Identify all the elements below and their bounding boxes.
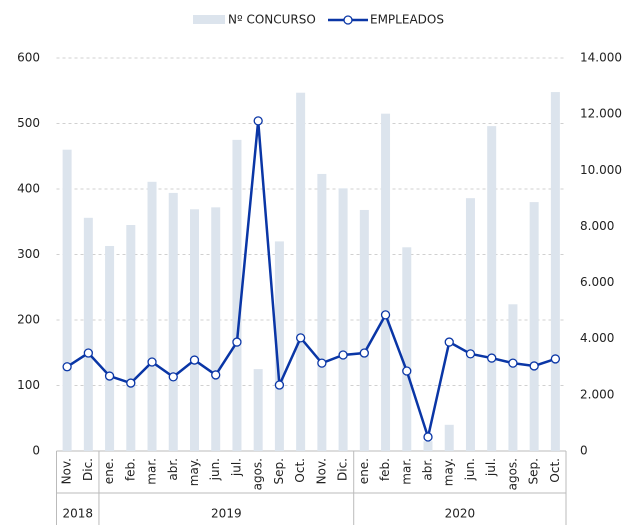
bar	[147, 181, 157, 452]
x-tick-label: ene.	[102, 458, 116, 484]
x-tick-label: Dic.	[336, 458, 350, 481]
bar	[189, 209, 199, 451]
y2-tick-label: 0	[580, 444, 588, 458]
bar	[62, 149, 72, 451]
bar	[338, 188, 348, 451]
y-tick-label: 400	[17, 182, 40, 196]
point	[295, 333, 306, 343]
x-tick-label: may.	[187, 458, 201, 486]
legend-swatch	[343, 15, 353, 25]
point	[338, 350, 348, 360]
point	[62, 362, 72, 372]
point	[317, 358, 327, 368]
x-tick-label: jul.	[229, 458, 243, 477]
point	[232, 337, 242, 347]
bar	[465, 198, 475, 451]
x-tick-label: ene.	[357, 458, 371, 484]
bar	[508, 304, 518, 451]
x-tick-label: feb.	[123, 458, 137, 481]
year-label: 2020	[445, 507, 476, 521]
bar	[402, 247, 412, 451]
y2-tick-label: 8.000	[580, 219, 614, 233]
x-tick-label: jun.	[463, 458, 477, 481]
y-tick-label: 0	[32, 444, 40, 458]
point	[487, 353, 497, 363]
y-tick-label: 100	[17, 378, 40, 392]
point	[380, 310, 391, 320]
point	[253, 116, 263, 126]
bar	[317, 173, 327, 451]
x-tick-label: jun.	[208, 458, 222, 481]
point	[104, 371, 115, 381]
bar	[423, 441, 433, 451]
bar	[232, 139, 242, 451]
point	[423, 432, 433, 442]
point	[147, 357, 157, 367]
point	[126, 378, 136, 388]
point	[444, 337, 454, 347]
bar	[296, 92, 306, 451]
line	[66, 120, 556, 442]
point	[83, 348, 93, 358]
y-tick-label: 300	[17, 247, 40, 261]
legend-label: Nº CONCURSO	[228, 13, 316, 27]
bar	[105, 245, 115, 451]
bar	[168, 192, 178, 451]
point	[189, 355, 200, 365]
x-tick-label: Oct.	[548, 458, 562, 483]
point	[274, 380, 285, 390]
y-tick-label: 500	[17, 116, 40, 130]
point	[402, 366, 412, 376]
x-tick-label: Nov.	[314, 458, 328, 484]
y-tick-label: 200	[17, 313, 40, 327]
point	[550, 354, 561, 364]
x-tick-label: feb.	[378, 458, 392, 481]
year-label: 2018	[62, 507, 93, 521]
year-label: 2019	[211, 507, 242, 521]
bar	[83, 217, 93, 451]
legend-swatch	[193, 15, 225, 24]
x-tick-label: Sep.	[272, 458, 286, 484]
x-tick-label: Oct.	[293, 458, 307, 483]
point	[211, 370, 221, 380]
x-tick-label: Sep.	[527, 458, 541, 484]
bar	[253, 369, 263, 451]
x-tick-label: may.	[442, 458, 456, 486]
bar	[274, 241, 284, 451]
point	[508, 358, 518, 368]
y2-tick-label: 4.000	[580, 331, 614, 345]
x-tick-label: abr.	[421, 458, 435, 481]
bar	[529, 202, 539, 451]
point	[359, 348, 369, 358]
bar	[126, 225, 136, 451]
y2-tick-label: 10.000	[580, 163, 622, 177]
bar	[550, 92, 560, 451]
bar	[381, 113, 391, 452]
bar	[487, 126, 497, 452]
legend-label: EMPLEADOS	[370, 13, 444, 27]
y2-tick-label: 6.000	[580, 275, 614, 289]
point	[465, 349, 476, 359]
x-tick-label: Nov.	[60, 458, 74, 484]
x-tick-label: mar.	[399, 458, 413, 485]
x-tick-label: jul.	[484, 458, 498, 477]
x-tick-label: Dic.	[81, 458, 95, 481]
y2-tick-label: 12.000	[580, 107, 622, 121]
y-tick-label: 600	[17, 51, 40, 65]
bar	[211, 207, 221, 451]
x-tick-label: mar.	[145, 458, 159, 485]
bar	[359, 209, 369, 451]
x-tick-label: agos.	[251, 458, 265, 490]
point	[529, 361, 539, 371]
y2-tick-label: 14.000	[580, 51, 622, 65]
x-tick-label: abr.	[166, 458, 180, 481]
point	[168, 372, 178, 382]
x-tick-label: agos.	[505, 458, 519, 490]
y2-tick-label: 2.000	[580, 387, 614, 401]
bar	[444, 424, 454, 451]
